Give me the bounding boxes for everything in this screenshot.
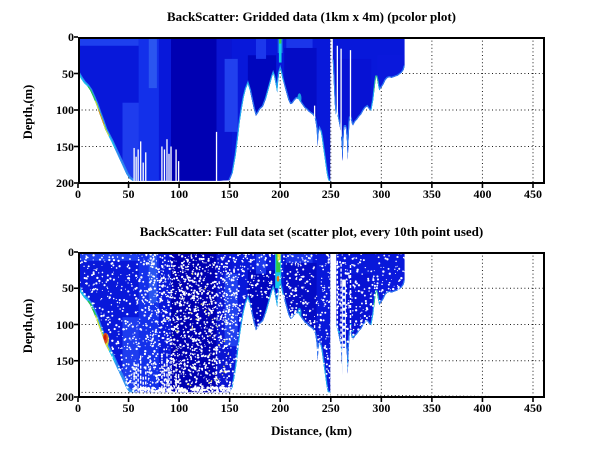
x-tick-label: 150 — [220, 187, 239, 201]
x-tick-label: 100 — [170, 401, 189, 415]
y-tick-label: 50 — [62, 66, 74, 81]
x-tick-label: 450 — [524, 401, 542, 415]
x-tick-label: 400 — [473, 187, 492, 201]
bottom-chart-title: BackScatter: Full data set (scatter plot… — [139, 224, 484, 239]
y-tick-label: 150 — [56, 353, 74, 368]
y-tick-label: 0 — [68, 30, 74, 44]
x-axis-label: Distance, (km) — [271, 423, 352, 438]
x-tick-label: 200 — [271, 187, 290, 201]
x-tick-label: 150 — [220, 401, 239, 415]
x-tick-label: 350 — [422, 187, 441, 201]
y-tick-label: 200 — [56, 176, 74, 190]
x-tick-label: 200 — [271, 401, 290, 415]
y-tick-label: 150 — [56, 139, 74, 154]
x-tick-label: 0 — [75, 401, 81, 415]
y-tick-label: 200 — [56, 390, 74, 404]
top-chart-title: BackScatter: Gridded data (1km x 4m) (pc… — [167, 9, 456, 24]
y-tick-label: 50 — [62, 281, 74, 296]
x-tick-label: 300 — [372, 187, 391, 201]
y-tick-label: 100 — [56, 103, 74, 117]
x-tick-label: 300 — [372, 401, 391, 415]
x-tick-label: 400 — [473, 401, 492, 415]
x-tick-label: 100 — [170, 187, 189, 201]
x-tick-label: 350 — [422, 401, 441, 415]
scatter-plot-canvas — [74, 251, 546, 402]
bottom-y-axis-label: Depth,(m) — [21, 298, 35, 354]
x-tick-label: 50 — [122, 187, 135, 201]
y-tick-label: 100 — [56, 317, 74, 332]
top-y-axis-label: Depth,(m) — [21, 84, 35, 140]
x-tick-label: 50 — [122, 401, 135, 415]
y-tick-label: 0 — [68, 245, 74, 259]
x-tick-label: 250 — [321, 401, 340, 415]
x-tick-label: 450 — [524, 187, 542, 201]
pcolor-plot-canvas — [74, 36, 545, 188]
x-tick-label: 250 — [321, 187, 340, 201]
x-tick-label: 0 — [75, 187, 81, 201]
